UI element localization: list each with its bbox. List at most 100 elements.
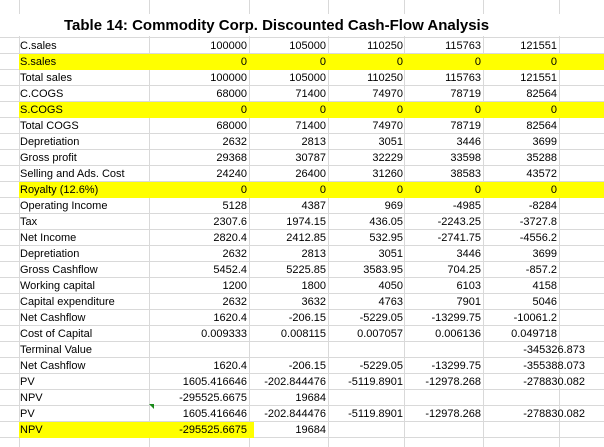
value-cell[interactable]: -206.15 — [288, 312, 326, 324]
value-cell[interactable]: 2813 — [301, 248, 326, 260]
value-cell[interactable]: -4985 — [452, 200, 481, 212]
value-cell[interactable]: 0 — [550, 184, 557, 196]
value-cell[interactable]: 0 — [240, 56, 247, 68]
value-cell[interactable]: 71400 — [295, 88, 326, 100]
value-cell[interactable]: 2307.6 — [213, 216, 247, 228]
value-cell[interactable]: 31260 — [372, 168, 403, 180]
value-cell[interactable]: 0 — [396, 56, 403, 68]
value-cell[interactable]: -345326.873 — [523, 344, 585, 356]
row-label[interactable]: Depretiation — [20, 136, 80, 148]
value-cell[interactable]: 0 — [240, 104, 247, 116]
value-cell[interactable]: 1200 — [222, 280, 247, 292]
row-label[interactable]: Tax — [20, 216, 38, 228]
value-cell[interactable]: 6103 — [456, 280, 481, 292]
value-cell[interactable]: 5225.85 — [286, 264, 326, 276]
row-label[interactable]: Total COGS — [20, 120, 79, 132]
value-cell[interactable]: -13299.75 — [431, 312, 481, 324]
row-label[interactable]: S.sales — [20, 56, 57, 68]
value-cell[interactable]: 4387 — [301, 200, 326, 212]
value-cell[interactable]: -2741.75 — [437, 232, 481, 244]
value-cell[interactable] — [484, 422, 557, 438]
value-cell[interactable]: 1974.15 — [286, 216, 326, 228]
row-label[interactable]: Gross profit — [20, 152, 77, 164]
value-cell[interactable]: 532.95 — [369, 232, 403, 244]
value-cell[interactable]: -295525.6675 — [179, 424, 247, 436]
value-cell[interactable]: 3699 — [532, 248, 557, 260]
row-label[interactable]: NPV — [20, 424, 43, 436]
value-cell[interactable]: -5229.05 — [359, 312, 403, 324]
value-cell[interactable]: 7901 — [456, 296, 481, 308]
value-cell[interactable]: 2412.85 — [286, 232, 326, 244]
row-label[interactable]: S.COGS — [20, 104, 63, 116]
value-cell[interactable]: -5119.8901 — [348, 376, 403, 388]
value-cell[interactable]: 105000 — [289, 72, 326, 84]
value-cell[interactable]: 33598 — [450, 152, 481, 164]
value-cell[interactable]: 19684 — [295, 424, 326, 436]
row-label[interactable]: Total sales — [20, 72, 72, 84]
value-cell[interactable]: 704.25 — [447, 264, 481, 276]
value-cell[interactable]: 1605.416646 — [182, 376, 247, 388]
value-cell[interactable]: -12978.268 — [425, 408, 481, 420]
value-cell[interactable]: 115763 — [445, 40, 481, 52]
value-cell[interactable]: 121551 — [520, 72, 557, 84]
value-cell[interactable] — [405, 422, 481, 438]
value-cell[interactable]: 82564 — [526, 120, 557, 132]
value-cell[interactable]: -12978.268 — [425, 376, 481, 388]
value-cell[interactable]: 0 — [396, 104, 403, 116]
value-cell[interactable]: 2820.4 — [213, 232, 247, 244]
value-cell[interactable]: -857.2 — [525, 264, 557, 276]
value-cell[interactable]: 4763 — [378, 296, 403, 308]
value-cell[interactable]: 43572 — [526, 168, 557, 180]
row-label[interactable]: PV — [20, 408, 35, 420]
value-cell[interactable]: -2243.25 — [437, 216, 481, 228]
value-cell[interactable]: -5229.05 — [359, 360, 403, 372]
value-cell[interactable]: 0.049718 — [511, 328, 557, 340]
value-cell[interactable]: 1620.4 — [213, 360, 247, 372]
value-cell[interactable]: -5119.8901 — [348, 408, 403, 420]
value-cell[interactable]: -8284 — [528, 200, 557, 212]
value-cell[interactable]: -295525.6675 — [179, 392, 247, 404]
value-cell[interactable]: 0.007057 — [357, 328, 403, 340]
value-cell[interactable]: 3446 — [456, 248, 481, 260]
value-cell[interactable]: 68000 — [216, 120, 247, 132]
value-cell[interactable]: -202.844476 — [264, 376, 326, 388]
row-label[interactable]: Net Cashflow — [20, 360, 86, 372]
value-cell[interactable]: 74970 — [372, 120, 403, 132]
value-cell[interactable]: -278830.082 — [523, 376, 585, 388]
value-cell[interactable]: 3051 — [378, 248, 403, 260]
row-label[interactable]: Capital expenditure — [20, 296, 115, 308]
row-label[interactable]: Net Cashflow — [20, 312, 86, 324]
value-cell[interactable]: 100000 — [210, 40, 247, 52]
value-cell[interactable]: 5046 — [532, 296, 557, 308]
value-cell[interactable]: 0 — [319, 184, 326, 196]
value-cell[interactable]: 436.05 — [369, 216, 403, 228]
value-cell[interactable]: 105000 — [289, 40, 326, 52]
row-label[interactable]: Cost of Capital — [20, 328, 93, 340]
value-cell[interactable]: 110250 — [367, 72, 403, 84]
value-cell[interactable]: 4158 — [532, 280, 557, 292]
value-cell[interactable]: 68000 — [216, 88, 247, 100]
value-cell[interactable]: 3446 — [456, 136, 481, 148]
value-cell[interactable]: 3051 — [378, 136, 403, 148]
value-cell[interactable]: -13299.75 — [431, 360, 481, 372]
row-label[interactable]: Working capital — [20, 280, 95, 292]
row-label[interactable]: PV — [20, 376, 35, 388]
value-cell[interactable]: 0 — [240, 184, 247, 196]
value-cell[interactable]: 29368 — [216, 152, 247, 164]
value-cell[interactable]: 24240 — [216, 168, 247, 180]
value-cell[interactable]: 0 — [319, 104, 326, 116]
value-cell[interactable] — [329, 390, 403, 406]
row-label[interactable]: NPV — [20, 392, 43, 404]
value-cell[interactable]: 0 — [474, 184, 481, 196]
value-cell[interactable]: 38583 — [450, 168, 481, 180]
value-cell[interactable]: -3727.8 — [519, 216, 557, 228]
value-cell[interactable]: 5128 — [222, 200, 247, 212]
value-cell[interactable]: 0.006136 — [435, 328, 481, 340]
value-cell[interactable]: 3699 — [532, 136, 557, 148]
value-cell[interactable]: 32229 — [372, 152, 403, 164]
value-cell[interactable]: 78719 — [450, 120, 481, 132]
value-cell[interactable] — [329, 342, 403, 358]
value-cell[interactable]: 0 — [474, 56, 481, 68]
row-label[interactable]: Net Income — [20, 232, 77, 244]
value-cell[interactable]: -4556.2 — [519, 232, 557, 244]
